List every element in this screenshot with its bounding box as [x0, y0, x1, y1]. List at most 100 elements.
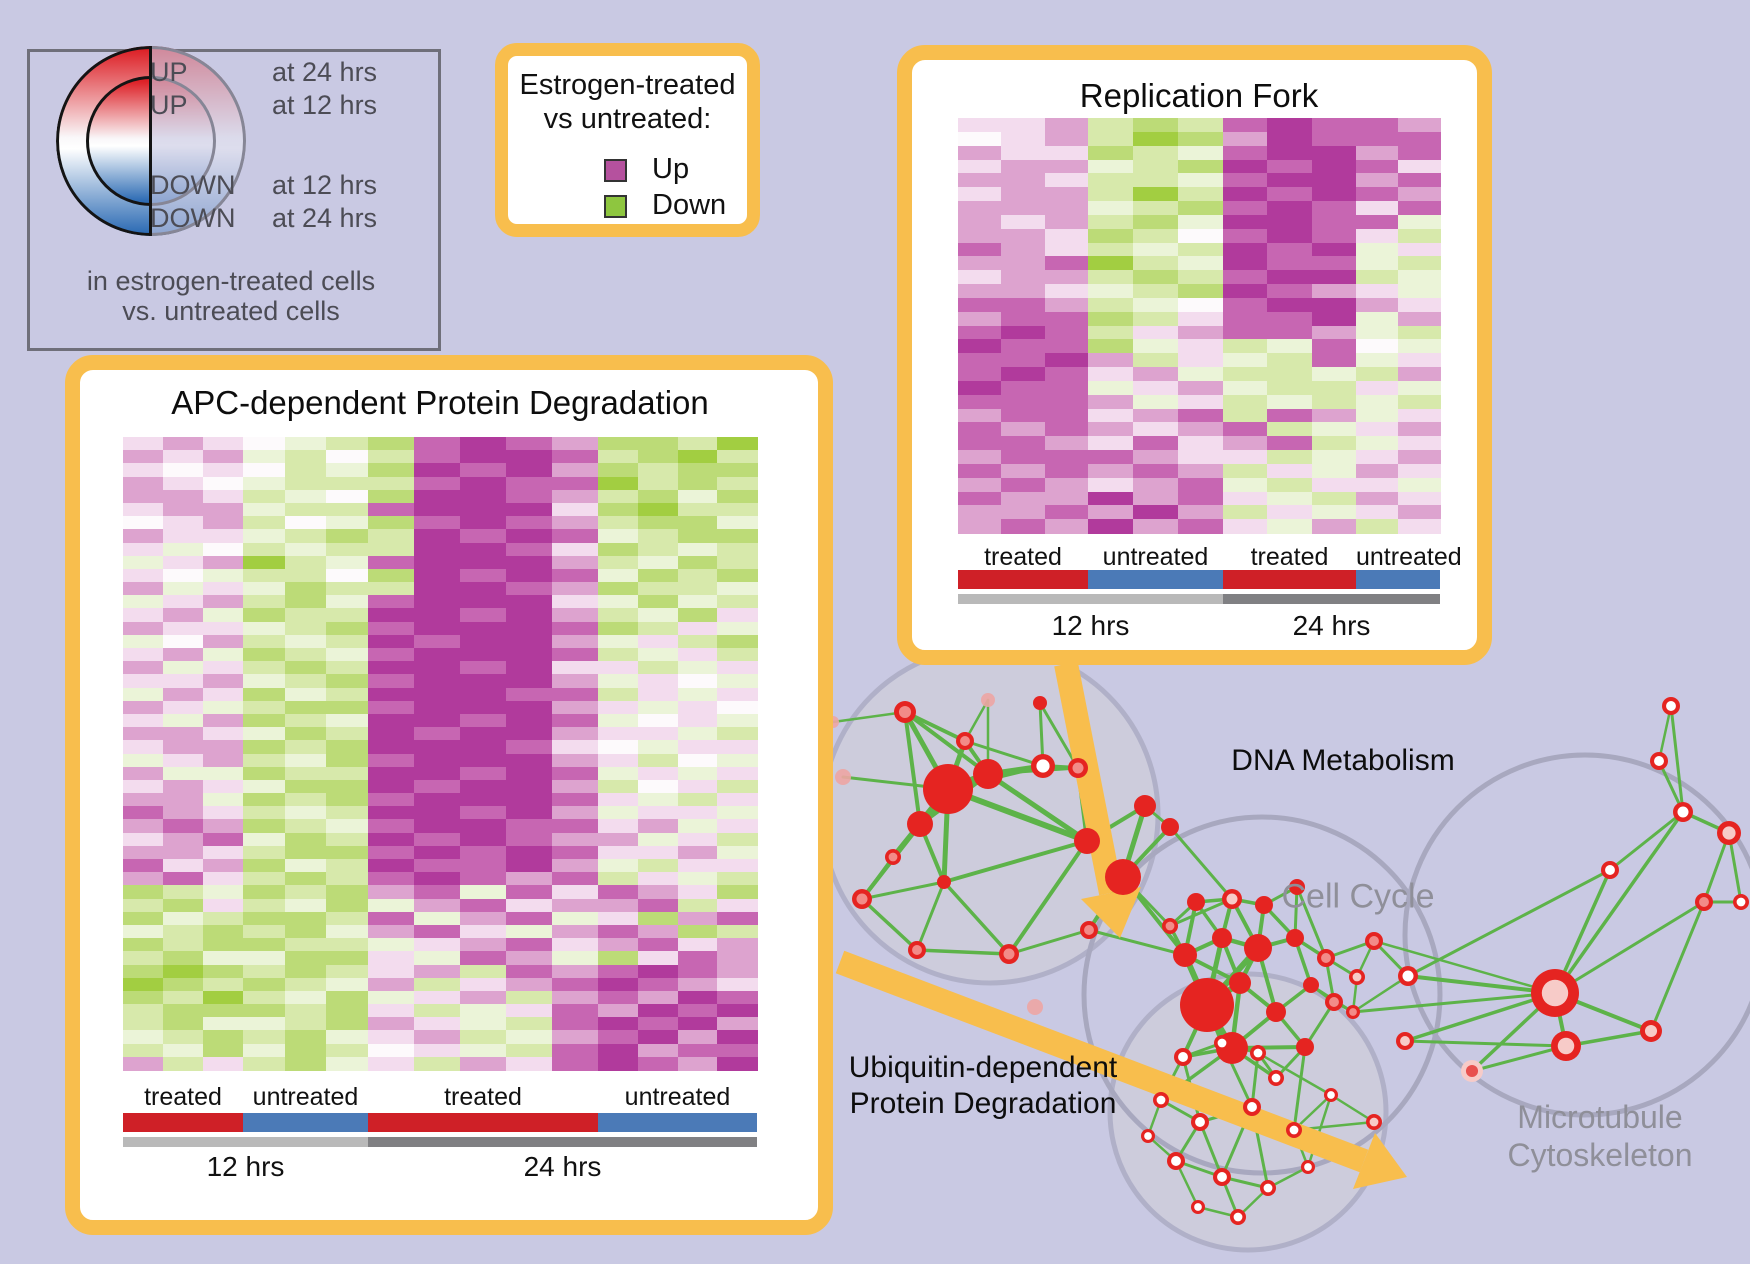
- heatmap-cell: [637, 938, 679, 952]
- heatmap-cell: [1311, 491, 1357, 507]
- heatmap-cell: [243, 463, 286, 478]
- network-edge: [1649, 900, 1706, 1033]
- heatmap-cell: [284, 568, 328, 583]
- heatmap-cell: [1311, 297, 1357, 313]
- heatmap-cell: [203, 924, 244, 939]
- heatmap-cell: [717, 516, 758, 530]
- heatmap-cell: [326, 1056, 369, 1071]
- heatmap-cell: [637, 779, 679, 794]
- heatmap-cell: [460, 1017, 507, 1032]
- heatmap-cell: [1178, 256, 1224, 271]
- heatmap-cell: [1133, 450, 1179, 465]
- heatmap-cell: [1178, 408, 1224, 424]
- heatmap-cell: [506, 793, 553, 807]
- heatmap-cell: [414, 872, 461, 887]
- heatmap-cell: [163, 819, 204, 834]
- heatmap-cell: [203, 1004, 244, 1018]
- heatmap-cell: [1398, 463, 1441, 479]
- network-edge: [860, 880, 946, 901]
- heatmap-cell: [598, 938, 639, 952]
- heatmap-cell: [243, 568, 286, 583]
- heatmap-cell: [637, 740, 679, 755]
- heatmap-cell: [414, 555, 461, 570]
- network-node-core: [1226, 893, 1238, 905]
- heatmap-cell: [677, 1030, 718, 1045]
- heatmap-cell: [284, 450, 328, 465]
- heatmap-cell: [1001, 353, 1046, 368]
- heatmap-cell: [552, 502, 599, 517]
- heatmap-cell: [414, 661, 461, 676]
- heatmap-cell: [368, 621, 415, 636]
- heatmap-cell: [326, 516, 369, 530]
- heatmap-cell: [1356, 422, 1399, 437]
- heatmap-cell: [203, 951, 244, 966]
- heatmap-cell: [1001, 394, 1046, 410]
- heatmap-cell: [1178, 491, 1224, 507]
- heatmap-cell: [326, 608, 369, 623]
- heatmap-cell: [326, 529, 369, 544]
- heatmap-cell: [1356, 505, 1399, 520]
- network-edge: [1038, 701, 1080, 770]
- heatmap-cell: [506, 938, 553, 952]
- heatmap-cell: [677, 700, 718, 715]
- heatmap-cell: [1356, 228, 1399, 244]
- heatmap-cell: [506, 924, 553, 939]
- heatmap-cell: [677, 911, 718, 926]
- heatmap-cell: [506, 1017, 553, 1032]
- heatmap-cell: [243, 977, 286, 992]
- heatmap-cell: [368, 779, 415, 794]
- heatmap-cell: [1356, 325, 1399, 341]
- heatmap-cell: [163, 621, 204, 636]
- rf-panel-title: Replication Fork: [1079, 77, 1319, 114]
- heatmap-cell: [598, 793, 639, 807]
- heatmap-cell: [637, 1030, 679, 1045]
- heatmap-cell: [326, 964, 369, 979]
- heatmap-cell: [1001, 145, 1046, 161]
- heatmap-cell: [326, 542, 369, 557]
- heatmap-cell: [1178, 201, 1224, 216]
- heatmap-cell: [123, 1004, 164, 1018]
- heatmap-cell: [368, 766, 415, 781]
- heatmap-cell: [958, 380, 1003, 396]
- network-edge: [1470, 1044, 1568, 1073]
- heatmap-cell: [1267, 477, 1313, 493]
- heatmap-cell: [677, 687, 718, 702]
- heatmap-cell: [552, 911, 599, 926]
- heatmap-cell: [326, 713, 369, 728]
- heatmap-cell: [460, 806, 507, 821]
- heatmap-cell: [1311, 325, 1357, 341]
- heatmap-cell: [1133, 256, 1179, 271]
- network-node: [1229, 972, 1251, 994]
- network-edge: [860, 897, 919, 952]
- heatmap-cell: [677, 595, 718, 610]
- heatmap-cell: [123, 832, 164, 847]
- heatmap-cell: [368, 924, 415, 939]
- heatmap-cell: [506, 859, 553, 873]
- heatmap-cell: [717, 740, 758, 755]
- network-edge: [1372, 939, 1557, 995]
- heatmap-cell: [1398, 131, 1441, 147]
- heatmap-cell: [1088, 339, 1134, 354]
- heatmap-cell: [717, 832, 758, 847]
- heatmap-cell: [123, 964, 164, 979]
- heatmap-cell: [637, 450, 679, 465]
- heatmap-cell: [506, 437, 553, 451]
- heatmap-cell: [203, 885, 244, 900]
- heatmap-cell: [203, 648, 244, 662]
- heatmap-cell: [1133, 353, 1179, 368]
- heatmap-cell: [717, 476, 758, 491]
- heatmap-cell: [203, 502, 244, 517]
- heatmap-cell: [1356, 519, 1399, 534]
- heatmap-cell: [460, 1043, 507, 1058]
- rf-group-label-untreated-12: untreated: [1102, 543, 1209, 571]
- heatmap-cell: [414, 463, 461, 478]
- heatmap-cell: [1356, 450, 1399, 465]
- heatmap-cell: [552, 568, 599, 583]
- network-node-core: [1327, 1091, 1335, 1099]
- heatmap-cell: [284, 727, 328, 741]
- heatmap-cell: [717, 502, 758, 517]
- heatmap-cell: [637, 845, 679, 860]
- network-edge: [1403, 991, 1557, 1043]
- heatmap-cell: [163, 793, 204, 807]
- heatmap-cell: [637, 753, 679, 768]
